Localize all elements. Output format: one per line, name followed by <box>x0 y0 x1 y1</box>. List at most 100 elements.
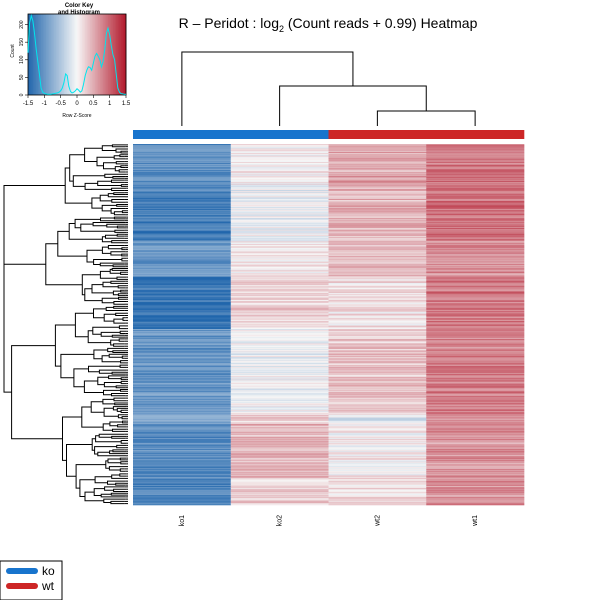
heatmap-cell <box>328 475 427 477</box>
heatmap-cell <box>133 498 232 500</box>
heatmap-cell <box>230 427 329 429</box>
heatmap-cell <box>230 270 329 272</box>
color-key-title-line1: Color Key <box>65 3 94 9</box>
heatmap-cell <box>133 493 232 495</box>
heatmap-cell <box>328 415 427 417</box>
heatmap-cell <box>230 377 329 379</box>
heatmap-cell <box>230 235 329 237</box>
heatmap-cell <box>133 269 232 271</box>
heatmap-cell <box>230 332 329 334</box>
heatmap-cell <box>328 247 427 249</box>
heatmap-cell <box>426 395 525 397</box>
heatmap-cell <box>133 277 232 279</box>
color-key-band <box>37 14 40 95</box>
heatmap-cell <box>133 373 232 375</box>
heatmap-cell <box>328 260 427 262</box>
heatmap-cell <box>133 348 232 351</box>
heatmap-cell <box>328 339 427 342</box>
heatmap-cell <box>230 276 329 278</box>
heatmap-cell <box>426 258 525 260</box>
heatmap-cell <box>133 190 232 192</box>
heatmap-cell <box>133 458 232 460</box>
heatmap-cell <box>230 462 329 464</box>
heatmap-cell <box>230 250 329 252</box>
heatmap-cell <box>230 280 329 282</box>
heatmap-cell <box>328 308 427 310</box>
heatmap-cell <box>230 371 329 373</box>
heatmap-cell <box>133 312 232 314</box>
heatmap-cell <box>230 310 329 313</box>
heatmap-cell <box>426 176 525 178</box>
heatmap-cell <box>328 208 427 211</box>
heatmap-cell <box>133 481 232 483</box>
heatmap-cell <box>426 171 525 174</box>
heatmap-cell <box>230 262 329 264</box>
heatmap-cell <box>230 320 329 323</box>
heatmap-cell <box>426 208 525 211</box>
heatmap-cell <box>230 205 329 207</box>
heatmap-cell <box>328 218 427 220</box>
heatmap-cell <box>133 419 232 421</box>
heatmap-cell <box>328 347 427 349</box>
heatmap-cell <box>328 231 427 233</box>
heatmap-cell <box>426 277 525 279</box>
heatmap-cell <box>133 172 232 175</box>
heatmap-cell <box>328 284 427 286</box>
row-dendrogram-branch <box>113 488 127 492</box>
heatmap-cell <box>133 463 232 465</box>
heatmap-cell <box>426 495 525 498</box>
heatmap-cell <box>426 294 525 296</box>
heatmap-cell <box>133 205 232 207</box>
heatmap-cell <box>133 199 232 202</box>
heatmap-cell <box>230 247 329 249</box>
heatmap-cell <box>328 205 427 207</box>
heatmap-cell <box>133 233 232 235</box>
heatmap-cell <box>230 173 329 175</box>
heatmap-cell <box>230 336 329 338</box>
heatmap-cell <box>328 438 427 440</box>
heatmap-cell <box>133 175 232 177</box>
heatmap-cell <box>426 307 525 309</box>
heatmap-cell <box>426 466 525 468</box>
heatmap-cell <box>133 416 232 418</box>
row-dendrogram-branch <box>81 406 104 428</box>
heatmap-cell <box>426 201 525 203</box>
heatmap-cell <box>426 289 525 291</box>
heatmap-cell <box>328 152 427 154</box>
heatmap-cell <box>133 468 232 470</box>
color-key-ytick-label: 150 <box>19 38 25 47</box>
heatmap-cell <box>328 361 427 363</box>
color-key-band <box>75 14 78 95</box>
heatmap-cell <box>133 465 232 467</box>
heatmap-cell <box>133 503 232 505</box>
heatmap-cell <box>230 500 329 502</box>
heatmap-cell <box>328 458 427 461</box>
heatmap-cell <box>230 490 329 492</box>
heatmap-cell <box>230 347 329 350</box>
heatmap-cell <box>328 375 427 377</box>
heatmap-cell <box>133 147 232 149</box>
heatmap-cell <box>328 338 427 341</box>
heatmap-cell <box>133 266 232 268</box>
heatmap-cell <box>328 455 427 457</box>
heatmap-cell <box>230 394 329 397</box>
heatmap-cell <box>133 200 232 203</box>
heatmap-cell <box>230 484 329 486</box>
color-key-band <box>83 14 86 95</box>
heatmap-cell <box>230 289 329 291</box>
heatmap-cell <box>426 250 525 252</box>
heatmap-cell <box>328 364 427 366</box>
heatmap-cell <box>230 446 329 448</box>
color-key-band <box>108 14 111 95</box>
heatmap-cell <box>426 376 525 379</box>
heatmap-cell <box>426 322 525 324</box>
row-dendrogram-branch <box>62 416 82 461</box>
heatmap-cell <box>133 214 232 216</box>
heatmap-cell <box>230 167 329 169</box>
heatmap-cell <box>133 367 232 370</box>
heatmap-cell <box>133 313 232 315</box>
heatmap-cell <box>230 216 329 218</box>
heatmap-cell <box>133 412 232 415</box>
heatmap-cell <box>133 281 232 283</box>
heatmap-cell <box>328 487 427 490</box>
